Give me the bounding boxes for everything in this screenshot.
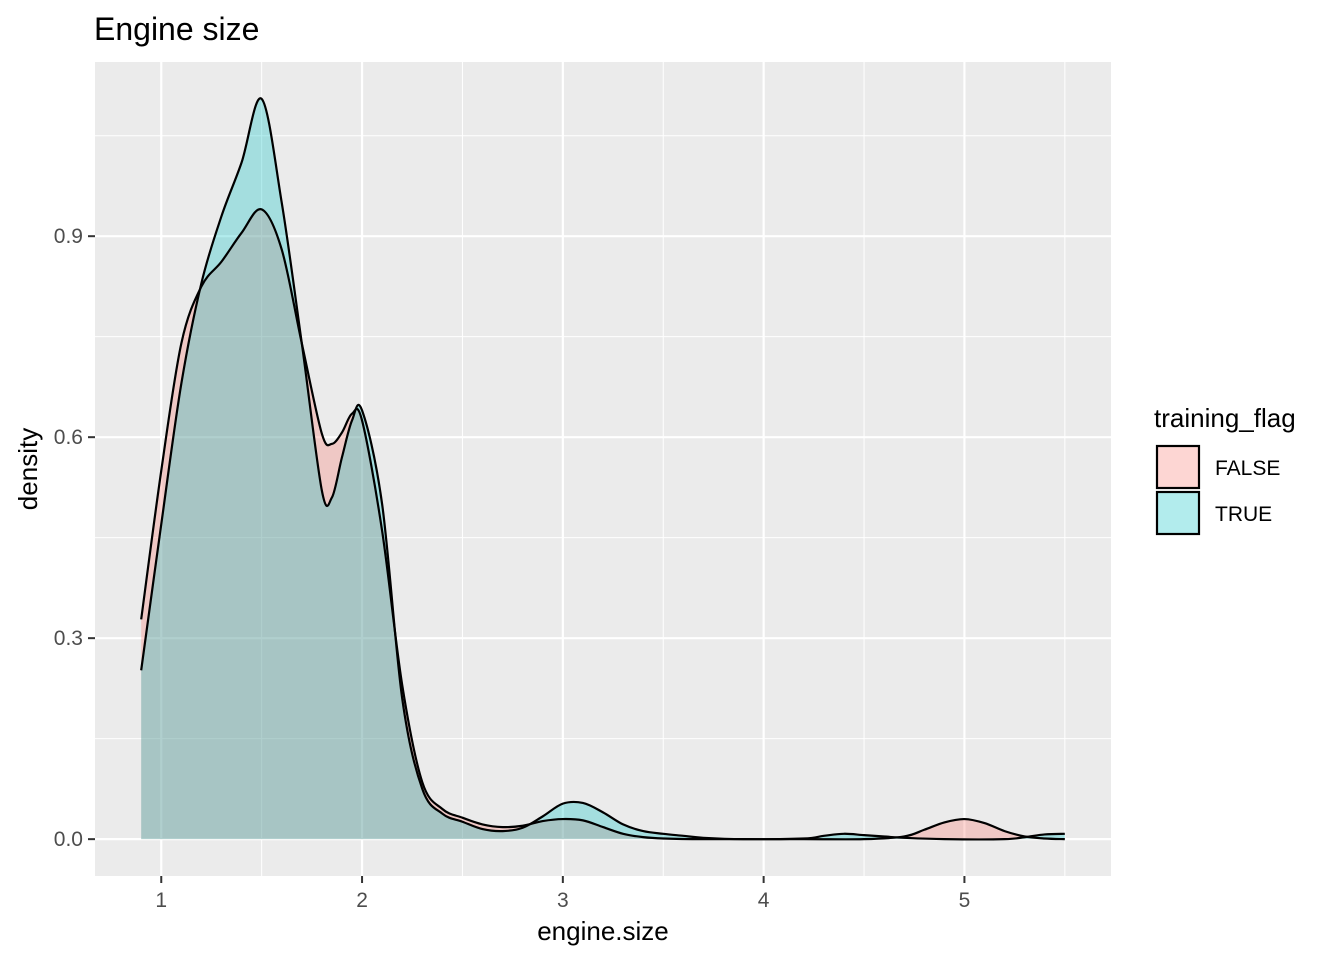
y-axis: 0.0 0.3 0.6 0.9 bbox=[54, 225, 95, 851]
y-tick-label: 0.3 bbox=[54, 627, 83, 650]
legend-title: training_flag bbox=[1154, 403, 1296, 433]
x-axis-title: engine.size bbox=[537, 916, 669, 946]
legend: training_flag FALSE TRUE bbox=[1154, 403, 1296, 536]
y-tick-label: 0.0 bbox=[54, 828, 83, 851]
x-tick-label: 3 bbox=[557, 889, 569, 912]
legend-key-bg bbox=[1157, 446, 1199, 488]
chart-title: Engine size bbox=[94, 11, 259, 47]
legend-key-bg bbox=[1157, 492, 1199, 534]
x-tick-label: 2 bbox=[356, 889, 368, 912]
density-lines bbox=[140, 97, 1065, 841]
minor-gridlines bbox=[95, 62, 1111, 876]
legend-label-true: TRUE bbox=[1215, 503, 1272, 526]
y-tick-label: 0.6 bbox=[54, 426, 83, 449]
y-axis-title: density bbox=[13, 428, 43, 510]
density-line-true bbox=[140, 97, 1065, 841]
legend-label-false: FALSE bbox=[1215, 457, 1280, 480]
legend-key-false bbox=[1155, 444, 1201, 490]
x-axis: 1 2 3 4 5 bbox=[155, 876, 970, 912]
x-tick-label: 4 bbox=[758, 889, 770, 912]
x-tick-label: 5 bbox=[959, 889, 971, 912]
density-line-false bbox=[140, 208, 1065, 841]
density-area-false bbox=[141, 209, 1065, 840]
x-tick-label: 1 bbox=[155, 889, 167, 912]
y-tick-label: 0.9 bbox=[54, 225, 83, 248]
density-areas bbox=[141, 98, 1065, 840]
density-area-true bbox=[141, 98, 1065, 840]
legend-key-true bbox=[1155, 490, 1201, 536]
plot-panel bbox=[95, 62, 1111, 876]
